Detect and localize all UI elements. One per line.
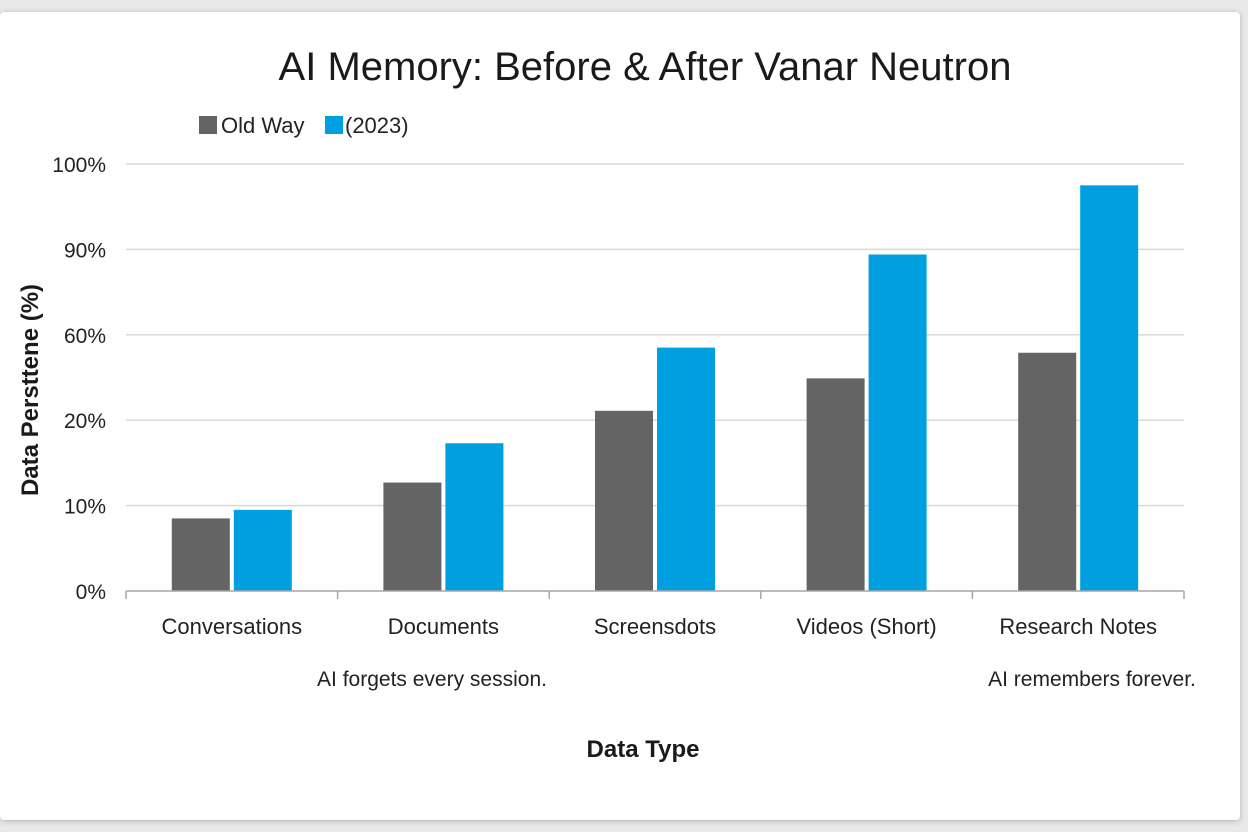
bar-old-way — [595, 410, 653, 591]
bar-2023 — [1080, 185, 1139, 591]
y-tick-label: 0% — [76, 581, 106, 604]
y-tick-label: 10% — [64, 496, 106, 519]
y-tick-label: 90% — [64, 239, 106, 262]
annotations: AI forgets every session. AI remembers fo… — [317, 668, 1196, 691]
bars — [171, 185, 1139, 592]
bar-old-way — [171, 518, 230, 591]
bar-2023 — [445, 443, 504, 591]
legend: Old Way (2023) — [199, 113, 409, 138]
legend-swatch-old-way — [199, 116, 217, 134]
bar-old-way — [383, 482, 442, 591]
legend-label-old-way: Old Way — [221, 113, 305, 138]
y-tick-label: 60% — [64, 325, 106, 348]
legend-swatch-2023 — [325, 116, 343, 134]
x-axis-categories: Conversations Documents Screensdots Videos … — [161, 614, 1157, 639]
bar-old-way — [1018, 352, 1077, 591]
x-category-label: Videos (Short) — [796, 614, 936, 639]
x-category-label: Conversations — [161, 614, 302, 639]
gridlines — [126, 163, 1184, 507]
chart-title: AI Memory: Before & After Vanar Neutron — [279, 45, 1012, 89]
bar-2023 — [868, 254, 927, 592]
x-category-label: Research Notes — [999, 614, 1157, 639]
annotation-forgets: AI forgets every session. — [317, 668, 547, 691]
annotation-remembers: AI remembers forever. — [988, 668, 1196, 691]
x-category-label: Documents — [388, 614, 499, 639]
legend-label-2023: (2023) — [345, 113, 409, 138]
x-category-label: Screensdots — [594, 614, 716, 639]
x-axis — [125, 590, 1185, 599]
y-tick-label: 100% — [52, 154, 106, 177]
y-tick-label: 20% — [64, 410, 106, 433]
bar-old-way — [806, 378, 865, 591]
y-axis-title: Data Persttene (%) — [17, 284, 44, 496]
x-axis-title: Data Type — [587, 736, 700, 763]
y-axis-ticks: 0% 10% 20% 60% 90% 100% — [52, 154, 106, 604]
bar-2023 — [657, 347, 715, 591]
bar-2023 — [233, 509, 292, 591]
